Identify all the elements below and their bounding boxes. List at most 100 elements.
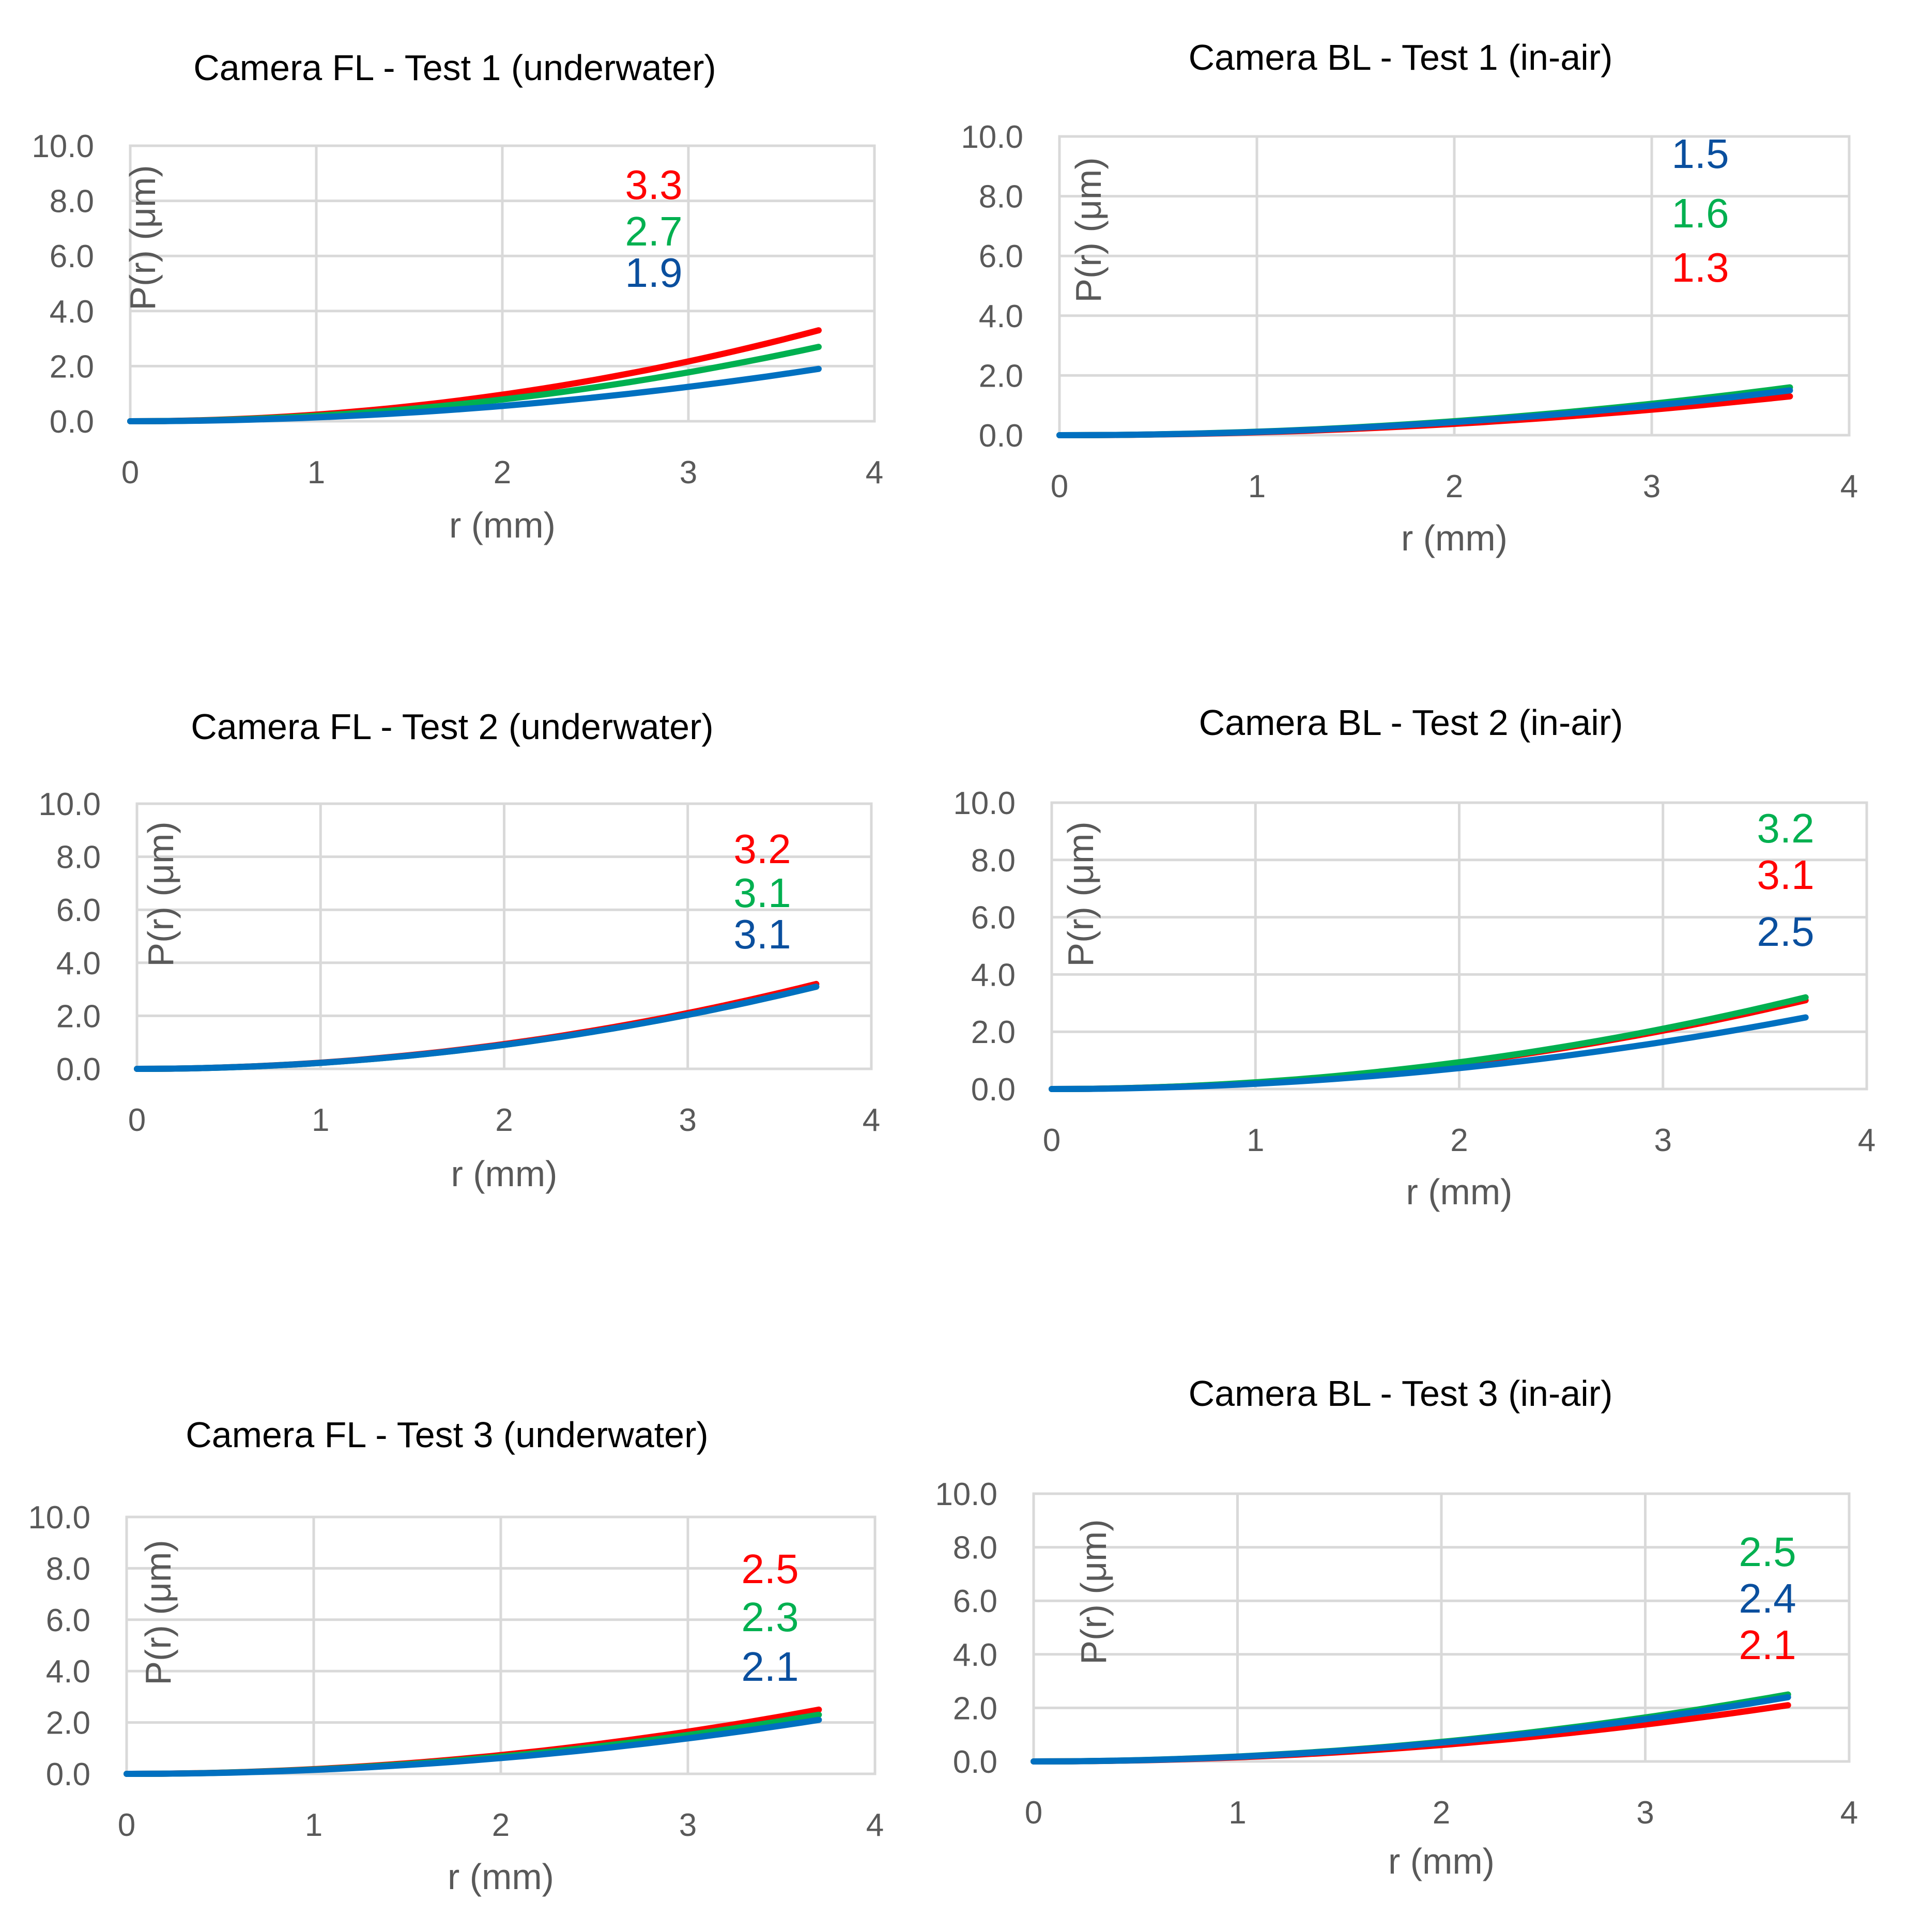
x-axis-label: r (mm)	[1406, 1172, 1512, 1212]
y-tick-label: 10.0	[28, 1500, 90, 1536]
series-line-blue	[1031, 1694, 1791, 1765]
y-tick-label: 6.0	[46, 1603, 90, 1638]
y-tick-label: 2.0	[953, 1691, 997, 1726]
data-label-green: 2.7	[625, 208, 682, 254]
x-tick-label: 0	[118, 1807, 135, 1843]
y-tick-label: 8.0	[50, 184, 94, 220]
data-label-blue: 1.9	[625, 250, 682, 296]
x-tick-label: 4	[1840, 1795, 1858, 1831]
y-tick-label: 6.0	[953, 1584, 997, 1619]
x-tick-label: 4	[863, 1102, 880, 1138]
data-label-green: 3.1	[733, 870, 791, 916]
y-tick-label: 0.0	[979, 418, 1023, 454]
x-tick-label: 1	[312, 1102, 329, 1138]
y-axis-label: P(r) (μm)	[1073, 1519, 1114, 1664]
x-axis-label: r (mm)	[1401, 518, 1508, 558]
chart-title: Camera BL - Test 1 (in-air)	[1189, 37, 1613, 78]
y-tick-label: 2.0	[56, 999, 101, 1034]
y-tick-label: 6.0	[56, 893, 101, 928]
data-label-green: 3.2	[1757, 805, 1814, 851]
data-label-red: 2.1	[1739, 1622, 1796, 1668]
y-tick-label: 4.0	[50, 294, 94, 330]
series-line-blue	[134, 984, 820, 1072]
chart-title: Camera FL - Test 2 (underwater)	[191, 707, 713, 747]
y-tick-label: 4.0	[979, 299, 1023, 334]
x-tick-label: 0	[121, 455, 139, 490]
y-tick-label: 2.0	[50, 349, 94, 385]
y-tick-label: 10.0	[32, 129, 94, 164]
chart-panel: 0.0 2.0 4.0 6.0 8.0 10.0 0 1 2 3 4 Camera BL - Test…	[953, 702, 1876, 1212]
x-tick-label: 1	[305, 1807, 322, 1843]
y-axis-label: P(r) (μm)	[1068, 157, 1109, 302]
data-label-green: 2.3	[741, 1594, 798, 1640]
data-label-blue: 3.1	[733, 911, 791, 957]
data-label-blue: 2.1	[741, 1644, 798, 1690]
x-tick-label: 2	[1446, 469, 1463, 504]
x-tick-label: 1	[308, 455, 325, 490]
chart-panel: 0.0 2.0 4.0 6.0 8.0 10.0 0 1 2 3 4 Camera BL - Test…	[961, 37, 1858, 558]
y-tick-label: 0.0	[971, 1072, 1016, 1108]
series-line-blue	[127, 365, 822, 424]
y-axis-label: P(r) (μm)	[1060, 821, 1101, 967]
x-tick-label: 4	[1840, 469, 1858, 504]
y-axis-label: P(r) (μm)	[141, 821, 181, 967]
y-tick-label: 8.0	[46, 1551, 90, 1587]
x-tick-label: 3	[1636, 1795, 1654, 1831]
y-tick-label: 2.0	[979, 358, 1023, 394]
series-line-blue	[1056, 387, 1793, 438]
chart-title: Camera FL - Test 3 (underwater)	[186, 1415, 708, 1455]
x-tick-label: 0	[1043, 1123, 1060, 1158]
chart-title: Camera FL - Test 1 (underwater)	[193, 48, 716, 88]
data-label-blue: 2.4	[1739, 1575, 1796, 1621]
y-tick-label: 6.0	[971, 900, 1016, 936]
y-tick-label: 4.0	[953, 1637, 997, 1673]
x-tick-label: 3	[679, 1807, 697, 1843]
y-axis-label: P(r) (μm)	[138, 1540, 178, 1685]
x-tick-label: 2	[1433, 1795, 1450, 1831]
series-line-blue	[1049, 1014, 1809, 1092]
x-tick-label: 2	[1450, 1123, 1468, 1158]
x-tick-label: 4	[866, 1807, 884, 1843]
y-tick-label: 10.0	[935, 1477, 997, 1512]
x-tick-label: 1	[1228, 1795, 1246, 1831]
y-tick-label: 2.0	[46, 1706, 90, 1741]
y-tick-label: 10.0	[953, 786, 1016, 821]
y-tick-label: 4.0	[56, 946, 101, 982]
y-tick-label: 2.0	[971, 1015, 1016, 1050]
data-label-blue: 1.5	[1671, 131, 1729, 177]
x-tick-label: 3	[1654, 1123, 1672, 1158]
chart-title: Camera BL - Test 2 (in-air)	[1199, 702, 1623, 743]
x-axis-label: r (mm)	[451, 1154, 557, 1194]
data-label-red: 3.1	[1757, 852, 1814, 898]
y-tick-label: 0.0	[56, 1052, 101, 1087]
x-tick-label: 0	[1025, 1795, 1042, 1831]
chart-title: Camera BL - Test 3 (in-air)	[1189, 1373, 1613, 1414]
y-tick-label: 8.0	[971, 843, 1016, 879]
x-tick-label: 0	[128, 1102, 146, 1138]
y-tick-label: 8.0	[56, 840, 101, 876]
x-axis-label: r (mm)	[449, 505, 556, 545]
x-tick-label: 2	[494, 455, 511, 490]
data-label-green: 2.5	[1739, 1529, 1796, 1575]
y-tick-label: 0.0	[953, 1744, 997, 1780]
y-tick-label: 6.0	[979, 239, 1023, 274]
x-tick-label: 0	[1051, 469, 1068, 504]
x-tick-label: 3	[1643, 469, 1661, 504]
series-line-blue	[124, 1716, 822, 1777]
data-label-blue: 2.5	[1757, 909, 1814, 955]
y-tick-label: 10.0	[38, 787, 101, 822]
x-tick-label: 1	[1248, 469, 1266, 504]
data-label-red: 2.5	[741, 1546, 798, 1592]
y-tick-label: 10.0	[961, 119, 1023, 155]
chart-panel: 0.0 2.0 4.0 6.0 8.0 10.0 0 1 2 3 4 Camera FL - Test…	[32, 48, 883, 545]
x-tick-label: 3	[679, 1102, 697, 1138]
x-tick-label: 3	[680, 455, 697, 490]
data-label-red: 3.3	[625, 162, 682, 208]
y-tick-label: 0.0	[46, 1757, 90, 1792]
chart-panel: 0.0 2.0 4.0 6.0 8.0 10.0 0 1 2 3 4 Camera FL - Test…	[28, 1415, 884, 1897]
chart-panel: 0.0 2.0 4.0 6.0 8.0 10.0 0 1 2 3 4 Camera FL - Test…	[38, 707, 880, 1194]
y-tick-label: 0.0	[50, 404, 94, 440]
y-tick-label: 4.0	[971, 957, 1016, 993]
data-label-red: 1.3	[1671, 244, 1729, 290]
